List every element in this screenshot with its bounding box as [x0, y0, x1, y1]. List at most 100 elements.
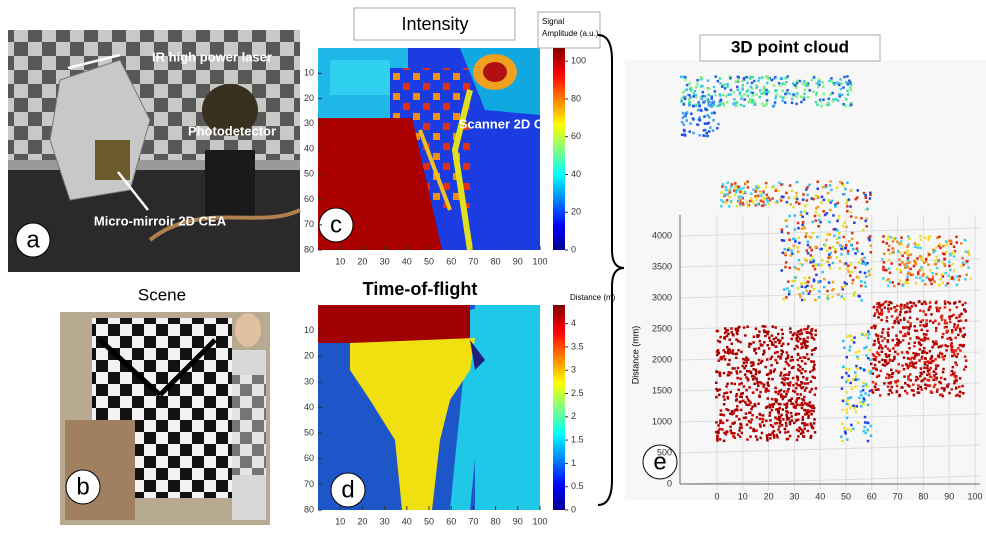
cloud-title: 3D point cloud	[731, 37, 849, 56]
cloud-point	[920, 257, 923, 260]
cloud-point	[780, 413, 783, 417]
cloud-point	[725, 334, 729, 338]
cloud-point	[750, 407, 753, 411]
cloud-point	[806, 240, 810, 243]
cloud-point	[747, 420, 751, 423]
cloud-point	[931, 346, 934, 349]
cloud-point	[873, 339, 876, 343]
cloud-point	[804, 204, 807, 207]
cloud-point	[863, 415, 867, 419]
cloud-point	[950, 314, 953, 318]
cloud-point	[733, 409, 737, 412]
cloud-point	[788, 92, 791, 95]
cloud-point	[822, 98, 825, 101]
cloud-point	[781, 336, 784, 340]
cloud-point	[805, 188, 808, 191]
cloud-point	[958, 313, 962, 317]
cloud-point	[727, 408, 730, 412]
cloud-point	[914, 282, 918, 285]
cloud-point	[764, 387, 768, 390]
cloud-point	[877, 346, 881, 350]
cloud-point	[724, 201, 727, 205]
cloud-point	[771, 325, 774, 328]
cloud-point	[925, 322, 928, 326]
cloud-point	[840, 247, 843, 251]
cloud-point	[926, 360, 929, 364]
cloud-point	[696, 79, 699, 82]
cloud-point	[838, 83, 841, 87]
cloud-point	[772, 77, 776, 81]
cloud-point	[940, 273, 944, 276]
cloud-point	[849, 81, 852, 84]
cloud-point	[814, 245, 817, 249]
cloud-point	[894, 381, 898, 384]
cloud-point	[762, 353, 765, 356]
cloud-point	[796, 92, 799, 95]
cloud-point	[727, 348, 730, 351]
cloud-point	[781, 395, 784, 398]
cloud-point	[816, 103, 819, 107]
cloud-point	[934, 367, 938, 371]
cloud-point	[719, 94, 722, 97]
cloud-point	[906, 245, 909, 248]
cloud-point	[749, 197, 753, 200]
cloud-point	[866, 421, 869, 425]
cloud-point	[821, 81, 824, 84]
cloud-point	[731, 413, 734, 416]
cloud-point	[772, 337, 776, 341]
cloud-point	[860, 217, 863, 220]
cloud-point	[916, 387, 920, 390]
cloud-point	[742, 416, 746, 420]
cloud-point	[730, 183, 734, 186]
cloud-point	[800, 381, 803, 384]
cloud-point	[851, 378, 855, 382]
cloud-point	[770, 341, 774, 344]
cloud-point	[729, 199, 733, 203]
cloud-point	[769, 424, 773, 427]
cloud-point	[758, 394, 761, 397]
cloud-point	[803, 343, 807, 346]
cloud-point	[955, 386, 958, 390]
cloud-point	[907, 327, 911, 331]
cloud-point	[795, 338, 798, 341]
cloud-point	[812, 422, 816, 425]
cloud-point	[814, 298, 817, 302]
cloud-point	[785, 392, 788, 396]
cloud-point	[804, 339, 807, 343]
tof-map	[318, 305, 540, 510]
cloud-point	[829, 251, 833, 255]
cloud-point	[766, 397, 770, 400]
cloud-point	[851, 278, 855, 282]
cloud-point	[958, 377, 962, 380]
cloud-point	[933, 249, 937, 252]
cloud-point	[781, 332, 784, 336]
cloud-point	[797, 258, 801, 262]
cloud-point	[763, 330, 766, 334]
cloud-point	[790, 189, 794, 193]
cloud-point	[857, 350, 861, 353]
x-tick-label: 30	[380, 516, 390, 526]
cloud-point	[932, 343, 936, 346]
cloud-point	[838, 93, 841, 96]
cloud-point	[779, 84, 782, 87]
cloud-point	[780, 395, 783, 398]
cloud-point	[801, 215, 804, 218]
cloud-point	[730, 410, 734, 413]
cloud-point	[964, 278, 967, 281]
cloud-point	[895, 390, 898, 394]
cloud-point	[845, 225, 848, 229]
cloud-point	[962, 392, 965, 395]
cloud-point	[703, 95, 707, 98]
cloud-point	[692, 104, 695, 108]
cloud-point	[760, 92, 763, 95]
cloud-point	[804, 370, 807, 373]
cloud-point	[863, 369, 866, 372]
cloud-point	[745, 395, 749, 399]
cloud-point	[797, 329, 801, 333]
cloud-point	[689, 122, 692, 125]
cloud-point	[796, 250, 800, 253]
cloud-point	[923, 350, 926, 354]
cloud-point	[964, 359, 968, 362]
cloud-point	[798, 202, 801, 205]
cloud-point	[952, 349, 955, 352]
